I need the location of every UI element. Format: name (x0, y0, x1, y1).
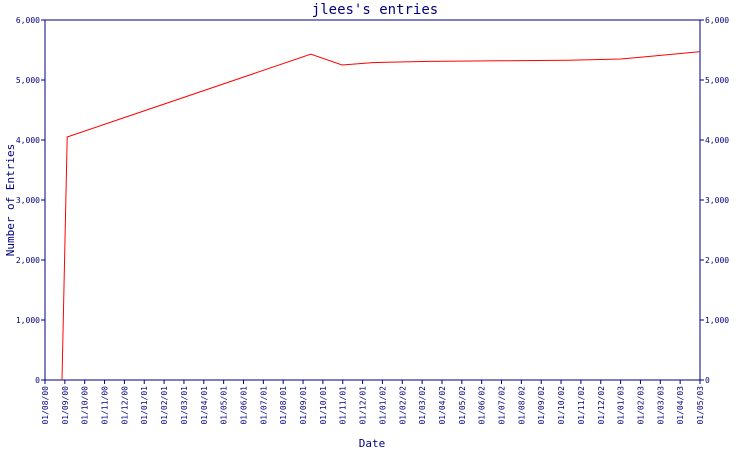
series-layer (61, 51, 700, 381)
x-tick-label: 01/10/02 (557, 386, 566, 425)
x-tick-label: 01/08/00 (41, 386, 50, 425)
x-tick-label: 01/05/01 (220, 386, 229, 425)
y-tick-label-left: 5,000 (16, 76, 40, 85)
y-tick-label-left: 2,000 (16, 256, 40, 265)
x-tick-label: 01/02/01 (160, 386, 169, 425)
x-tick-label: 01/09/01 (299, 386, 308, 425)
x-tick-label: 01/11/02 (577, 386, 586, 425)
x-tick-label: 01/06/01 (239, 386, 248, 425)
x-tick-label: 01/08/01 (279, 386, 288, 425)
y-axis-right: 0 1,000 2,000 3,000 4,000 5,000 6,000 (700, 16, 729, 385)
x-tick-label: 01/12/01 (359, 386, 368, 425)
y-axis-left: 0 1,000 2,000 3,000 4,000 5,000 6,000 (16, 16, 45, 385)
x-tick-label: 01/01/03 (617, 386, 626, 425)
x-tick-label: 01/09/00 (61, 386, 70, 425)
x-tick-label: 01/03/02 (418, 386, 427, 425)
x-tick-label: 01/10/01 (319, 386, 328, 425)
x-tick-label: 01/04/01 (200, 386, 209, 425)
x-tick-label: 01/03/01 (180, 386, 189, 425)
series-line (61, 51, 700, 381)
x-tick-label: 01/04/03 (676, 386, 685, 425)
x-tick-label: 01/06/02 (478, 386, 487, 425)
x-tick-label: 01/01/01 (140, 386, 149, 425)
y-tick-label-right: 3,000 (705, 196, 729, 205)
x-tick-label: 01/04/02 (438, 386, 447, 425)
x-tick-label: 01/07/02 (498, 386, 507, 425)
x-tick-label: 01/03/03 (656, 386, 665, 425)
x-tick-label: 01/11/00 (101, 386, 110, 425)
y-tick-label-left: 3,000 (16, 196, 40, 205)
x-tick-label: 01/12/02 (597, 386, 606, 425)
x-tick-label: 01/12/00 (120, 386, 129, 425)
y-tick-label-left: 4,000 (16, 136, 40, 145)
x-tick-label: 01/02/03 (636, 386, 645, 425)
plot-frame (44, 19, 701, 381)
y-tick-label-left: 0 (35, 376, 40, 385)
x-tick-label: 01/09/02 (537, 386, 546, 425)
y-tick-label-right: 6,000 (705, 16, 729, 25)
x-axis-label: Date (359, 437, 386, 450)
x-tick-label: 01/07/01 (259, 386, 268, 425)
y-tick-label-right: 0 (705, 376, 710, 385)
y-tick-label-right: 5,000 (705, 76, 729, 85)
y-axis-label: Number of Entries (4, 144, 17, 257)
y-tick-label-right: 1,000 (705, 316, 729, 325)
x-tick-label: 01/10/00 (81, 386, 90, 425)
x-tick-label: 01/02/02 (398, 386, 407, 425)
y-tick-label-right: 4,000 (705, 136, 729, 145)
x-axis: 01/08/00 01/09/00 01/10/00 01/11/00 01/12/00… (41, 380, 705, 425)
x-tick-label: 01/01/02 (378, 386, 387, 425)
chart-title: jlees's entries (312, 2, 438, 18)
x-tick-label: 01/05/03 (696, 386, 705, 425)
x-tick-label: 01/08/02 (517, 386, 526, 425)
x-tick-label: 01/11/01 (339, 386, 348, 425)
y-tick-label-left: 1,000 (16, 316, 40, 325)
x-tick-label: 01/05/02 (458, 386, 467, 425)
y-tick-label-left: 6,000 (16, 16, 40, 25)
y-tick-label-right: 2,000 (705, 256, 729, 265)
